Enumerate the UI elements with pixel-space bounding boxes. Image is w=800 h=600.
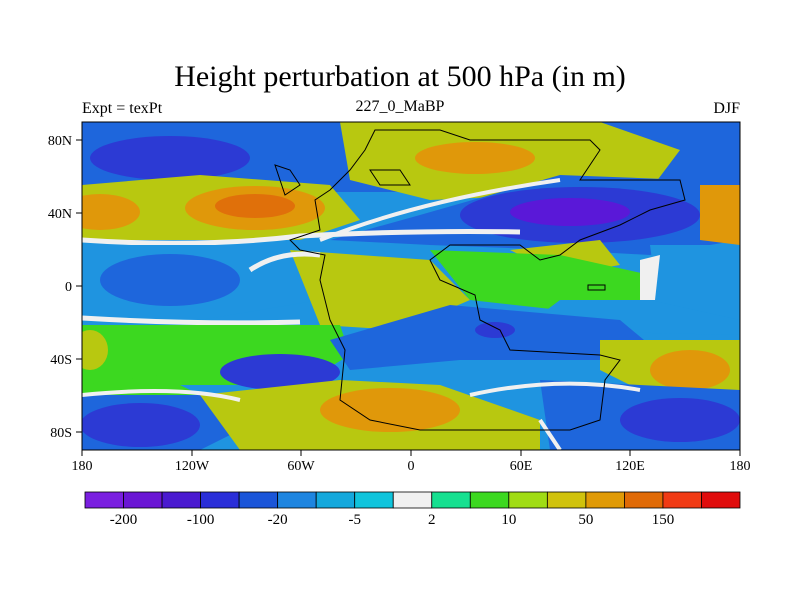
colorbar-label: 150 — [652, 512, 675, 528]
x-tick-label: 180 — [72, 459, 93, 474]
low-north-west — [90, 136, 250, 180]
case-label: 227_0_MaBP — [355, 98, 445, 115]
colorbar-swatch — [508, 491, 548, 509]
y-tick-label: 40N — [48, 207, 72, 222]
colorbar-swatch — [585, 491, 625, 509]
colorbar-swatch — [662, 491, 702, 509]
colorbar-label: -100 — [187, 512, 215, 528]
colorbar-swatch — [624, 491, 664, 509]
low-40n-core — [510, 198, 630, 226]
green-equator-east — [430, 250, 650, 310]
y-tick-label: 80S — [50, 426, 72, 441]
colorbar-label: -200 — [110, 512, 138, 528]
colorbar-swatch — [161, 491, 201, 509]
high-north-mid — [415, 142, 535, 174]
contour-field — [82, 122, 740, 450]
x-tick-label: 60W — [287, 459, 315, 474]
colorbar-swatch — [469, 491, 510, 509]
colorbar-swatch — [701, 491, 741, 509]
high-south-mid — [320, 388, 460, 432]
ridge-equator-mid — [290, 250, 470, 330]
y-tick-label: 0 — [65, 280, 72, 295]
continent-outlines — [274, 129, 686, 431]
colorbar-label: 50 — [578, 512, 593, 528]
x-tick-label: 120W — [175, 459, 210, 474]
season-label: DJF — [713, 100, 740, 117]
axis-ticks — [76, 139, 741, 456]
low-40s-west — [220, 354, 340, 390]
colorbar-swatch — [546, 491, 587, 509]
colorbar-swatch — [123, 491, 163, 509]
x-tick-label: 0 — [408, 459, 415, 474]
x-tick-label: 180 — [730, 459, 751, 474]
colorbar-swatch — [200, 491, 240, 509]
colorbar-swatch — [277, 491, 317, 509]
colorbar-swatch — [238, 491, 279, 509]
colorbar-swatch — [354, 491, 394, 509]
colorbar-label: 10 — [501, 512, 516, 528]
y-tick-label: 80N — [48, 134, 72, 149]
colorbar-label: -20 — [268, 512, 288, 528]
colorbar-labels: -200 -100 -20 -5 2 10 50 150 — [110, 512, 674, 528]
supercontinent-outline — [289, 129, 686, 431]
y-tick-label: 40S — [50, 353, 72, 368]
experiment-label: Expt = texPt — [82, 100, 163, 117]
colorbar-swatch — [392, 491, 433, 509]
colorbar-swatch — [431, 491, 471, 509]
plot-title: Height perturbation at 500 hPa (in m) — [174, 60, 626, 93]
colorbar-swatch — [84, 491, 124, 509]
colorbar-label: -5 — [348, 512, 361, 528]
x-tick-label: 120E — [615, 459, 645, 474]
colorbar — [84, 491, 741, 509]
x-tick-label: 60E — [510, 459, 533, 474]
colorbar-label: 2 — [428, 512, 436, 528]
colorbar-swatch — [315, 491, 356, 509]
